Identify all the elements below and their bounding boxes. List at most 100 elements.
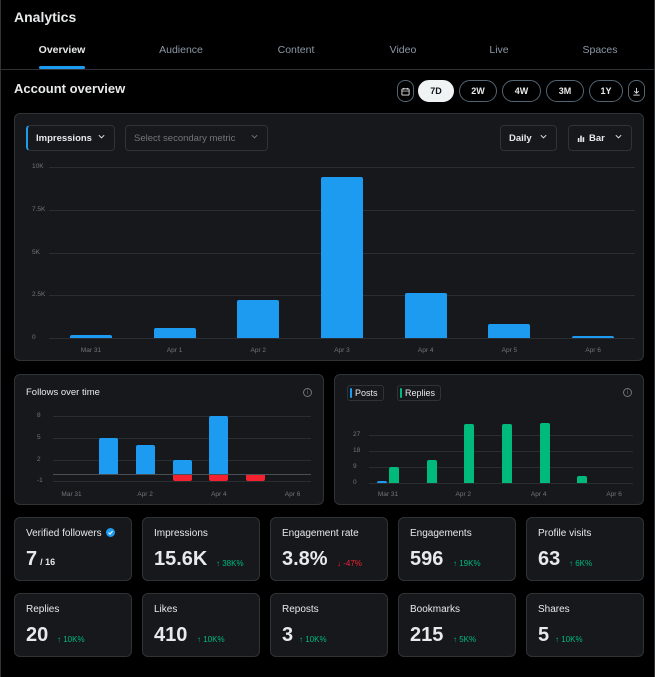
y-tick-label: -1 — [37, 477, 43, 485]
x-tick-label: Apr 5 — [501, 347, 518, 354]
series-0-bar — [172, 459, 192, 475]
info-icon[interactable]: i — [623, 388, 632, 397]
legend-posts[interactable]: Posts — [347, 385, 384, 401]
gridline — [53, 438, 311, 439]
x-tick-label: Apr 2 — [137, 491, 153, 498]
stat-value: 596 — [410, 548, 444, 570]
interval-label: Daily — [509, 132, 532, 144]
stat-bookmarks[interactable]: Bookmarks 215 ↑ 5K% — [398, 593, 516, 657]
stat-reposts[interactable]: Reposts 3 ↑ 10K% — [270, 593, 388, 657]
replies-bar — [388, 467, 399, 483]
secondary-metric-placeholder: Select secondary metric — [134, 132, 236, 144]
gridline — [49, 167, 635, 168]
impressions-bar-chart: 0 2.5K 5K 7.5K 10K Mar 31 Apr 1 Apr 2 Apr 3 Apr 4… — [15, 114, 645, 362]
interval-dropdown[interactable]: Daily — [500, 125, 557, 151]
stat-shares[interactable]: Shares 5 ↑ 10K% — [526, 593, 644, 657]
y-tick-label: 7.5K — [32, 205, 46, 213]
chevron-down-icon — [540, 134, 547, 139]
stat-delta: ↑ 10K% — [555, 635, 583, 644]
y-tick-label: 18 — [353, 447, 361, 454]
stat-delta: ↑ 10K% — [57, 635, 85, 644]
stat-label: Replies — [26, 604, 60, 615]
follows-title: Follows over time — [26, 387, 100, 398]
replies-bar — [426, 459, 437, 483]
series-0-bar — [321, 177, 363, 338]
legend-posts-label: Posts — [355, 388, 378, 398]
range-3m-button[interactable]: 3M — [546, 80, 584, 102]
y-tick-label: 2 — [37, 455, 41, 463]
follows-chart-card: Follows over time i -1 2 5 8 Mar 31 Apr 2 Apr … — [14, 374, 324, 505]
tab-overview[interactable]: Overview — [38, 44, 86, 56]
tab-spaces[interactable]: Spaces — [582, 44, 618, 56]
info-icon[interactable]: i — [303, 388, 312, 397]
stat-value: 3.8% — [282, 548, 328, 570]
tab-content[interactable]: Content — [277, 44, 315, 56]
stat-likes[interactable]: Likes 410 ↑ 10K% — [142, 593, 260, 657]
legend-replies[interactable]: Replies — [397, 385, 442, 401]
stat-profile-visits[interactable]: Profile visits 63 ↑ 6K% — [526, 517, 644, 581]
stat-impressions[interactable]: Impressions 15.6K ↑ 38K% — [142, 517, 260, 581]
tab-video[interactable]: Video — [389, 44, 417, 56]
gridline — [369, 451, 633, 452]
series-1-bar — [172, 474, 192, 482]
stat-value: 15.6K — [154, 548, 208, 570]
x-tick-label: Apr 6 — [606, 491, 622, 498]
stat-label: Profile visits — [538, 528, 592, 539]
primary-metric-label: Impressions — [36, 132, 92, 144]
stat-value: 3 — [282, 624, 294, 646]
x-tick-label: Mar 31 — [377, 491, 399, 498]
stat-label: Likes — [154, 604, 178, 615]
replies-bar — [464, 424, 475, 483]
stat-verified-followers[interactable]: Verified followers 7/ 16 — [14, 517, 132, 581]
series-0-bar — [153, 327, 196, 338]
range-1y-button[interactable]: 1Y — [589, 80, 623, 102]
stat-sub: / 16 — [40, 557, 56, 567]
stat-value: 215 — [410, 624, 444, 646]
stat-delta: ↑ 10K% — [299, 635, 327, 644]
chart-type-label: Bar — [589, 132, 605, 144]
stat-label: Shares — [538, 604, 570, 615]
replies-bar — [502, 424, 512, 483]
x-tick-label: Mar 31 — [61, 491, 82, 498]
gridline — [369, 467, 633, 468]
download-icon — [633, 87, 640, 96]
x-tick-label: Apr 4 — [211, 491, 227, 498]
replies-bar — [577, 475, 588, 483]
x-tick-label: Apr 2 — [455, 491, 472, 498]
replies-bar — [539, 422, 550, 483]
x-tick-label: Apr 6 — [284, 491, 301, 498]
posts-replies-chart-card: Posts Replies i 0 9 18 27 Mar 31 Apr 2 Apr 4 Ap… — [334, 374, 644, 505]
chevron-down-icon — [251, 134, 258, 139]
verified-badge-icon — [106, 528, 116, 537]
secondary-metric-dropdown[interactable]: Select secondary metric — [125, 125, 268, 151]
stat-delta: ↑ 6K% — [569, 559, 593, 568]
range-7d-button[interactable]: 7D — [418, 80, 454, 102]
impressions-chart-card: Impressions Select secondary metric Dail… — [14, 113, 644, 361]
stat-replies[interactable]: Replies 20 ↑ 10K% — [14, 593, 132, 657]
stat-label: Bookmarks — [410, 604, 461, 615]
y-tick-label: 27 — [353, 431, 361, 438]
tab-live[interactable]: Live — [489, 44, 509, 56]
chart-type-dropdown[interactable]: Bar — [568, 125, 632, 151]
stat-engagement-rate[interactable]: Engagement rate 3.8% ↓ -47% — [270, 517, 388, 581]
stat-delta: ↑ 38K% — [216, 559, 244, 568]
x-tick-label: Apr 2 — [250, 347, 267, 354]
stat-engagements[interactable]: Engagements 596 ↑ 19K% — [398, 517, 516, 581]
primary-metric-dropdown[interactable]: Impressions — [26, 125, 115, 151]
stat-value: 410 — [154, 624, 188, 646]
y-tick-label: 9 — [353, 463, 357, 470]
series-0-bar — [572, 336, 615, 338]
range-4w-button[interactable]: 4W — [502, 80, 541, 102]
range-2w-button[interactable]: 2W — [459, 80, 497, 102]
download-button[interactable] — [628, 80, 645, 102]
gridline — [369, 435, 633, 436]
tab-audience[interactable]: Audience — [159, 44, 203, 56]
stat-delta: ↑ 10K% — [197, 635, 225, 644]
series-0-bar — [69, 334, 112, 338]
calendar-button[interactable] — [397, 80, 414, 102]
y-tick-label: 5K — [32, 248, 40, 256]
posts-bar — [376, 481, 387, 483]
stat-label: Reposts — [282, 604, 319, 615]
posts-swatch — [350, 388, 352, 398]
stat-delta: ↑ 5K% — [453, 635, 477, 644]
